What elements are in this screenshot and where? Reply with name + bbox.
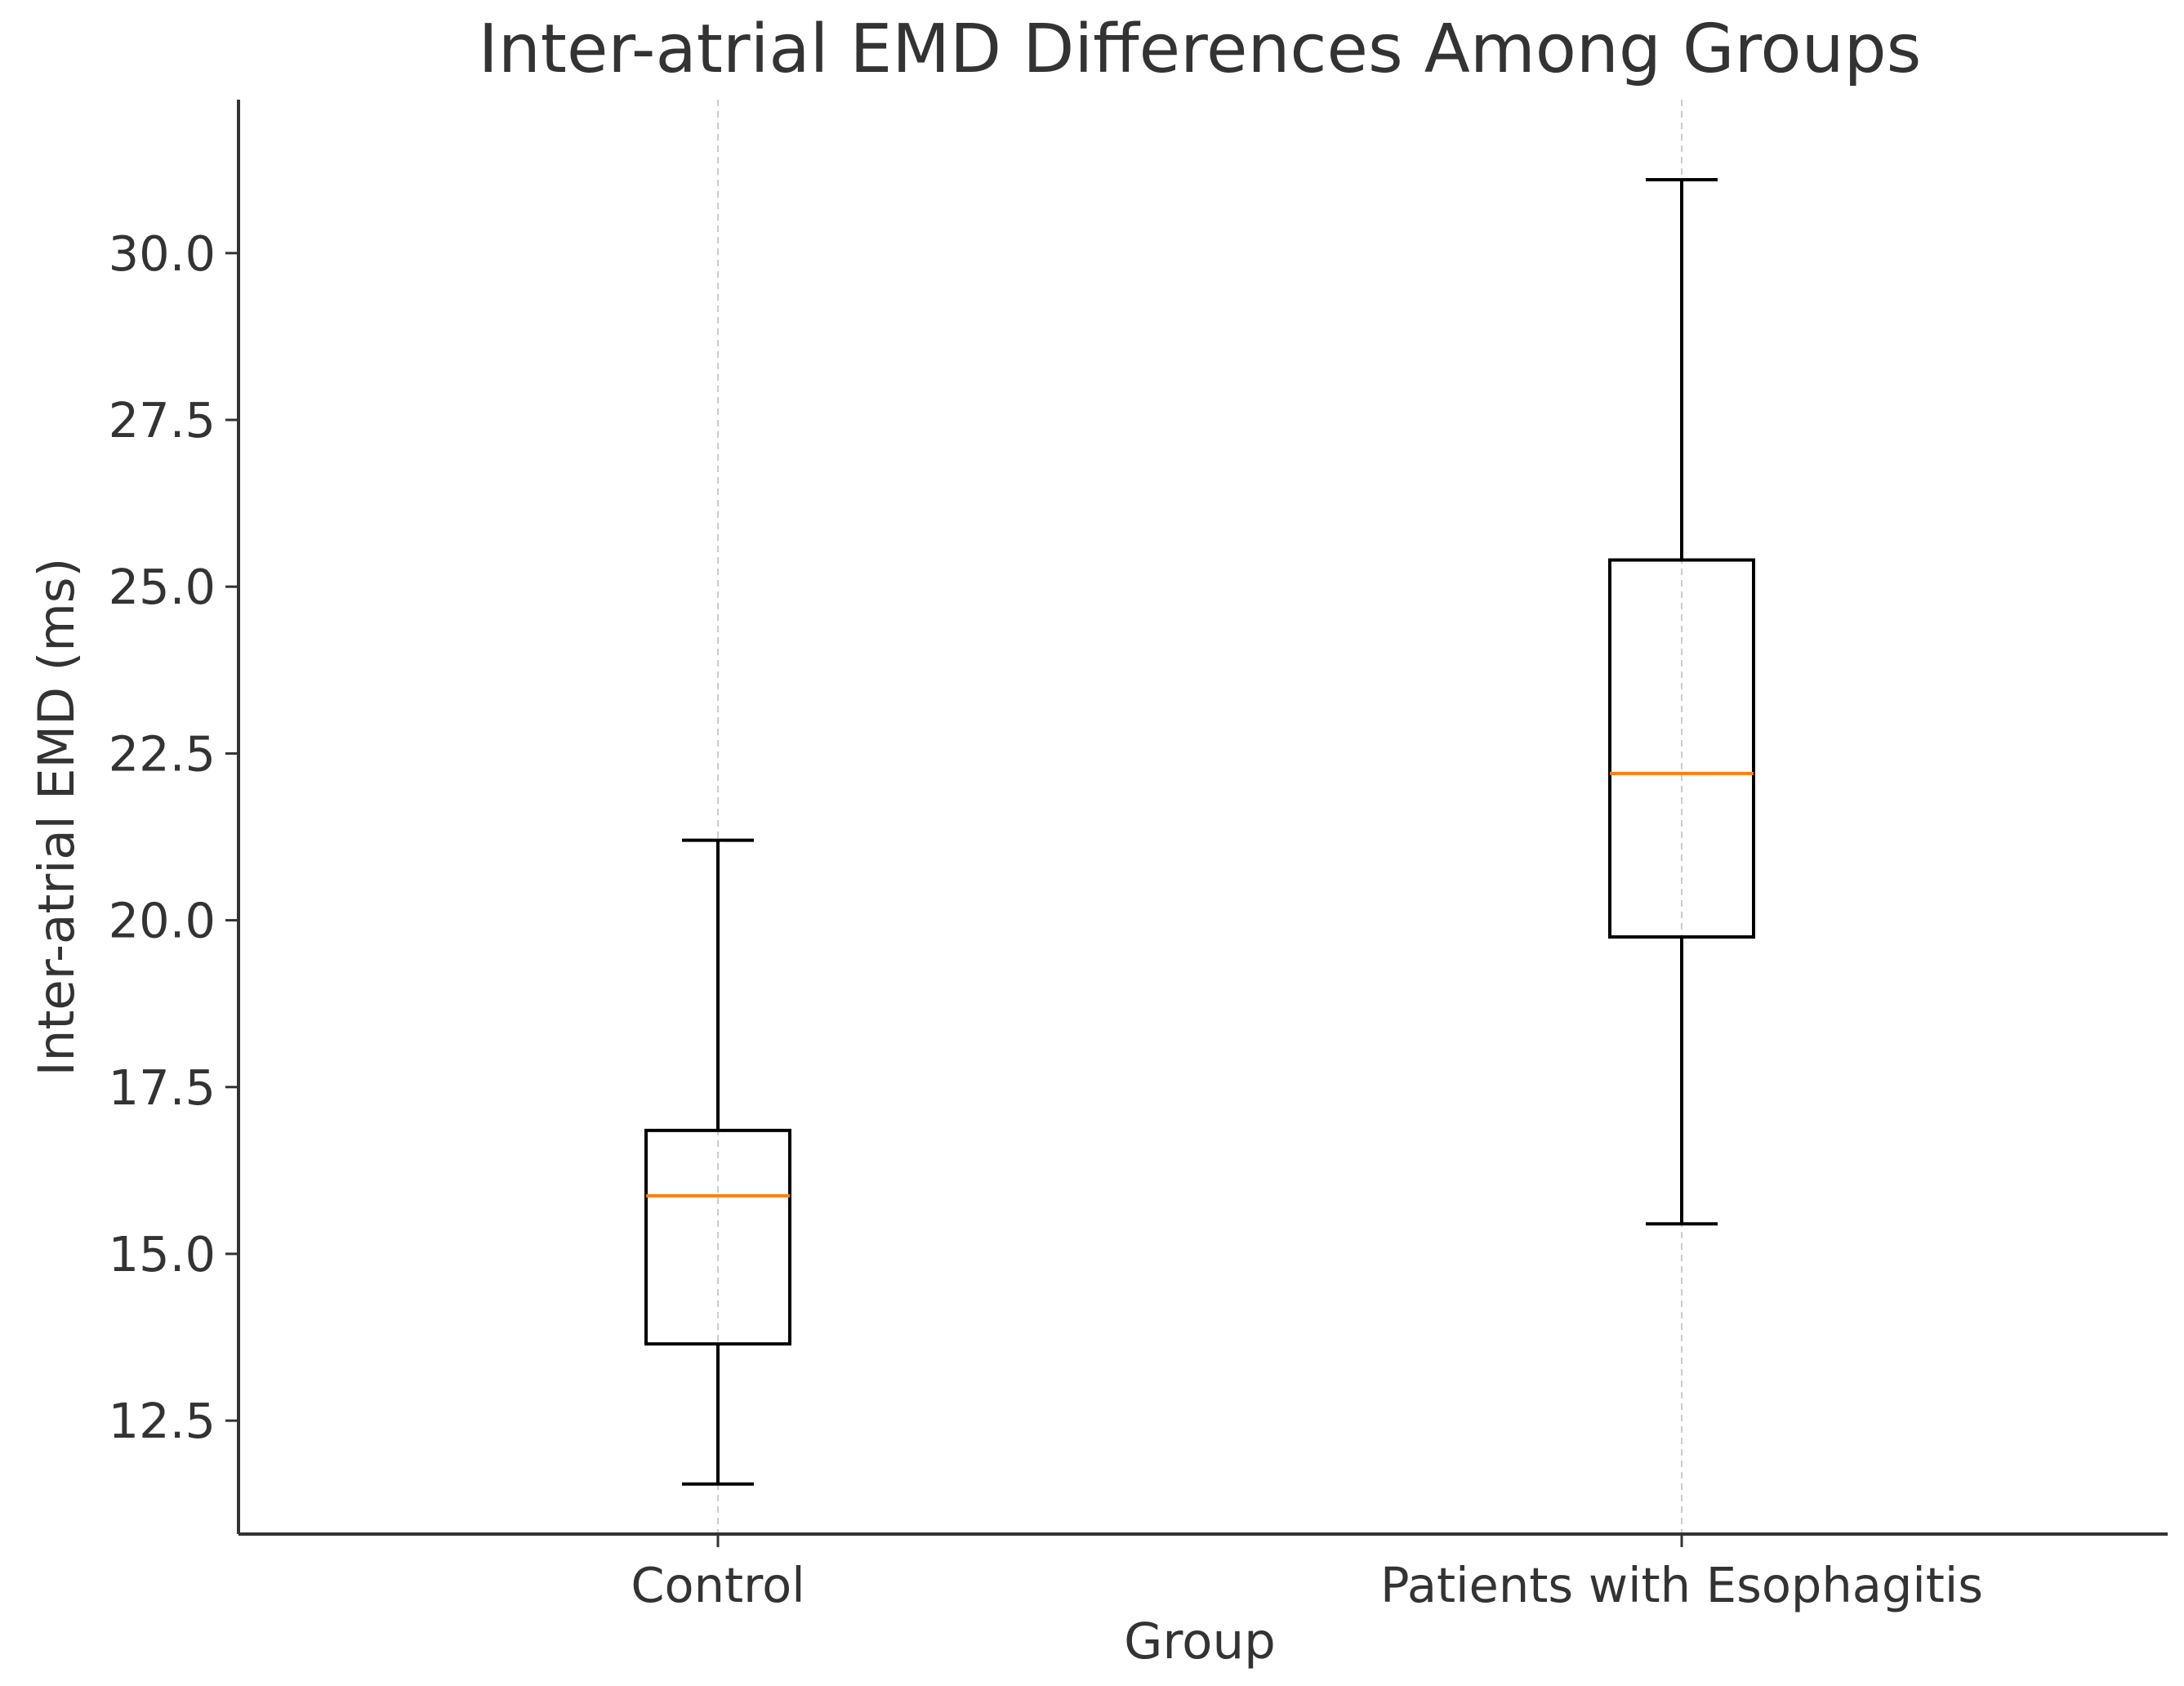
x-axis-ticks: Control Patients with Esophagitis	[631, 1534, 1983, 1613]
box-group-control	[644, 838, 791, 1486]
y-tick-label: 27.5	[109, 392, 216, 448]
y-tick-label: 25.0	[109, 559, 216, 615]
y-tick-label: 15.0	[109, 1226, 216, 1282]
y-tick-label: 12.5	[109, 1393, 216, 1449]
grid-lines	[717, 100, 1683, 1534]
iqr-box	[1608, 558, 1755, 939]
box-group-esophagitis	[1608, 178, 1755, 1226]
chart-title: Inter-atrial EMD Differences Among Group…	[479, 11, 1922, 88]
y-tick-label: 22.5	[109, 725, 216, 782]
y-tick-label: 30.0	[109, 225, 216, 282]
boxes	[644, 178, 1755, 1486]
x-axis-label: Group	[1124, 1612, 1276, 1670]
iqr-box	[644, 1128, 791, 1346]
y-axis-label: Inter-atrial EMD (ms)	[28, 558, 86, 1077]
x-tick-label: Patients with Esophagitis	[1380, 1557, 1983, 1613]
x-tick-label: Control	[631, 1557, 805, 1613]
y-axis-ticks: 12.5 15.0 17.5 20.0 22.5 25.0 27.5 30.0	[109, 225, 238, 1449]
y-tick-label: 17.5	[109, 1059, 216, 1116]
y-tick-label: 20.0	[109, 893, 216, 949]
